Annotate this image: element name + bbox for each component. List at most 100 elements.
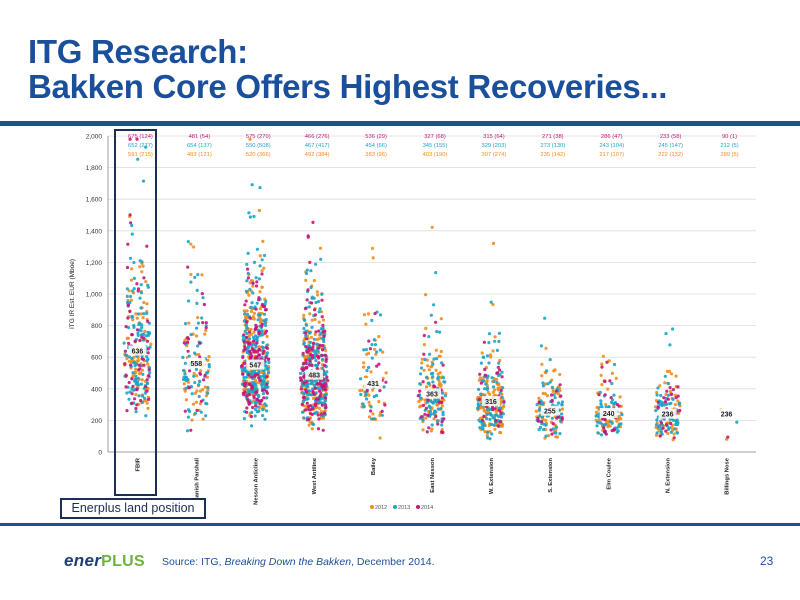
data-point-2012 [204, 328, 208, 333]
header-2012: 483 (121) [187, 152, 212, 158]
data-point-2014 [188, 369, 192, 373]
data-point-2014 [426, 398, 430, 402]
data-point-2013 [491, 416, 495, 420]
data-point-2012 [131, 374, 135, 378]
data-point-2012 [309, 335, 314, 339]
data-point-2012 [558, 372, 562, 377]
data-point-2013 [124, 353, 128, 357]
data-point-2014 [676, 385, 680, 389]
data-point-2012 [140, 368, 144, 372]
data-point-2013 [440, 361, 444, 365]
data-point-2014 [560, 416, 564, 420]
data-point-2013 [553, 431, 557, 435]
data-point-2012 [554, 428, 558, 432]
data-point-2014 [422, 352, 426, 356]
data-point-2013 [192, 374, 196, 378]
data-point-2013 [616, 425, 620, 429]
data-point-2013 [671, 418, 675, 422]
data-point-2013 [308, 331, 312, 335]
data-point-2013 [245, 262, 249, 266]
data-point-2014 [304, 344, 308, 349]
data-point-2014 [204, 321, 208, 325]
data-point-2013 [244, 375, 248, 379]
data-point-2014 [419, 415, 423, 419]
data-point-2014 [304, 358, 308, 362]
data-point-2013 [246, 370, 250, 374]
data-point-2013 [142, 312, 146, 316]
data-point-2012 [669, 389, 673, 394]
data-point-2014 [321, 330, 325, 334]
data-point-2013 [141, 372, 145, 376]
data-point-2013 [598, 421, 602, 425]
data-point-2012 [317, 406, 321, 410]
data-point-2014 [320, 315, 324, 319]
data-point-2014 [316, 427, 321, 431]
data-point-2013 [671, 327, 675, 331]
data-point-2014 [125, 409, 129, 413]
category-label: FBIR [135, 457, 141, 471]
page-number: 23 [760, 554, 774, 568]
data-point-2013 [250, 410, 254, 415]
data-point-2014 [124, 325, 128, 329]
data-point-2014 [554, 389, 558, 393]
legend-marker-2014 [416, 505, 420, 509]
data-point-2012 [258, 254, 262, 258]
data-point-2013 [673, 427, 677, 431]
median-label-bg [481, 396, 500, 407]
data-point-2012 [618, 395, 622, 399]
data-point-2013 [133, 364, 137, 368]
data-point-2013 [490, 376, 494, 380]
data-point-2013 [427, 335, 431, 339]
data-point-2012 [495, 377, 499, 381]
data-point-2014 [421, 403, 425, 408]
data-point-2013 [130, 223, 134, 228]
data-point-2012 [362, 361, 366, 365]
data-point-2013 [675, 431, 680, 435]
data-point-2013 [373, 343, 378, 347]
data-point-2013 [306, 397, 310, 401]
data-point-2014 [145, 339, 150, 343]
data-point-2014 [135, 137, 139, 141]
data-point-2013 [481, 427, 485, 431]
data-point-2013 [136, 376, 140, 380]
data-point-2014 [669, 421, 673, 426]
header-2012: 383 (96) [365, 152, 387, 158]
data-point-2014 [264, 308, 268, 312]
data-point-2012 [378, 436, 382, 440]
data-point-2014 [130, 333, 134, 337]
data-point-2013 [243, 329, 247, 333]
data-point-2014 [257, 376, 261, 380]
data-point-2013 [482, 379, 486, 383]
data-point-2014 [202, 378, 206, 382]
data-point-2014 [311, 407, 315, 411]
data-point-2013 [302, 326, 306, 331]
data-point-2014 [305, 401, 309, 405]
data-point-2014 [255, 325, 259, 329]
data-point-2014 [183, 409, 187, 413]
data-point-2013 [543, 316, 547, 320]
data-point-2014 [658, 434, 662, 438]
data-point-2013 [550, 416, 554, 420]
data-point-2012 [141, 264, 145, 268]
data-point-2013 [263, 417, 267, 421]
data-point-2014 [246, 398, 250, 402]
data-point-2014 [434, 414, 438, 419]
data-point-2014 [250, 346, 254, 350]
median-label: 240 [603, 411, 615, 418]
data-point-2013 [256, 318, 260, 322]
data-point-2013 [126, 326, 131, 330]
data-point-2014 [124, 385, 128, 389]
data-point-2012 [674, 374, 678, 378]
data-point-2012 [496, 386, 500, 390]
data-point-2013 [255, 410, 259, 414]
data-point-2012 [130, 267, 134, 271]
data-point-2014 [659, 421, 664, 425]
data-point-2012 [614, 376, 618, 380]
data-point-2013 [204, 414, 208, 418]
data-point-2014 [306, 235, 310, 239]
data-point-2014 [661, 426, 665, 430]
data-point-2014 [135, 328, 139, 332]
data-point-2014 [496, 424, 500, 428]
data-point-2013 [131, 371, 135, 375]
data-point-2013 [545, 369, 549, 373]
